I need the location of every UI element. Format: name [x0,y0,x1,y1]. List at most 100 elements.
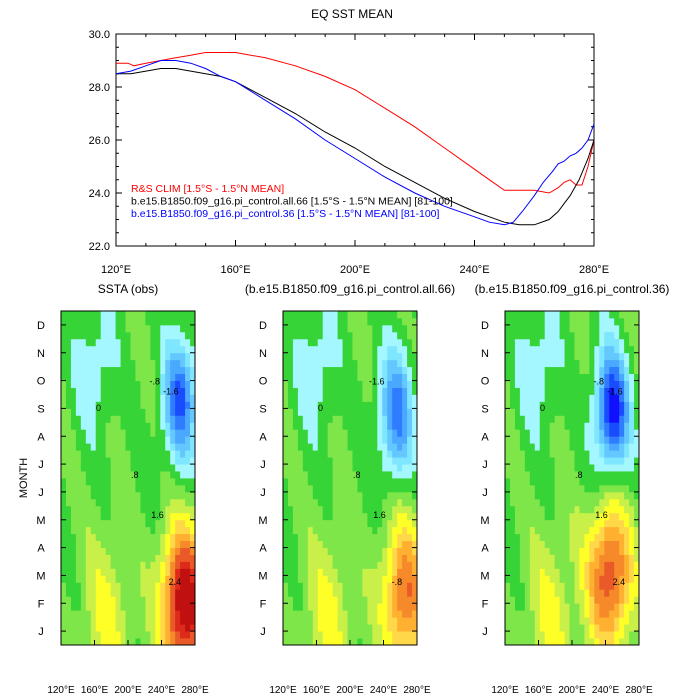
heatmap-cell [382,331,388,340]
heatmap-cell [332,638,338,646]
heatmap-cell [357,526,363,535]
heatmap-cell [185,484,191,493]
heatmap-cell [65,345,72,354]
heatmap-cell [180,596,186,604]
heatmap-cell [297,373,304,381]
heatmap-cell [347,554,353,562]
heatmap-cell [150,380,156,388]
heatmap-cell [509,505,516,514]
heatmap-cell [292,450,299,458]
month-tick-label: O [37,376,46,388]
heatmap-cell [327,317,334,326]
heatmap-cell [61,638,67,646]
heatmap-cell [100,359,107,368]
heatmap-cell [165,429,171,437]
heatmap-cell [569,380,575,388]
heatmap-cell [105,338,112,347]
month-tick-label: N [259,348,267,360]
heatmap-cell [554,540,560,548]
heatmap-cell [629,582,635,590]
heatmap-cell [130,519,136,528]
heatmap-cell [85,582,92,590]
heatmap-cell [165,596,171,604]
heatmap-cell [312,345,319,354]
heatmap-cell [110,526,116,535]
heatmap-cell [534,450,541,458]
heatmap-cell [135,408,141,416]
heatmap-cell [90,436,97,444]
heatmap-cell [322,366,329,375]
heatmap-cell [589,638,595,646]
heatmap-cell [332,464,338,472]
heatmap-cell [317,603,324,611]
heatmap-cell [407,596,413,604]
heatmap-cell [135,429,141,437]
heatmap-cell [372,575,378,583]
heatmap-cell [624,568,630,576]
heatmap-cell [307,568,314,576]
heatmap-cell [61,491,67,500]
heatmap-cell [514,589,521,597]
heatmap-cell [145,505,151,514]
heatmap-cell [317,457,324,465]
heatmap-cell [584,352,590,361]
heatmap-cell [382,624,388,632]
heatmap-cell [352,617,358,625]
heatmap-cell [357,324,363,333]
heatmap-cell [619,373,625,381]
heatmap-cell [75,352,82,361]
heatmap-cell [65,373,72,381]
heatmap-cell [609,436,615,444]
heatmap-cell [584,631,590,639]
heatmap-cell [175,366,181,375]
heatmap-cell [283,324,289,333]
heatmap-cell [302,471,309,479]
heatmap-cell [165,638,171,646]
heatmap-cell [347,380,353,388]
heatmap-cell [505,345,511,354]
heatmap-cell [100,373,107,381]
heatmap-cell [337,505,343,514]
heatmap-cell [75,526,82,535]
heatmap-cell [287,394,294,402]
heatmap-cell [61,540,67,548]
heatmap-cell [579,498,585,507]
heatmap-cell [283,554,289,562]
heatmap-cell [61,408,67,416]
heatmap-cell [589,359,595,368]
heatmap-cell [140,394,146,402]
heatmap-cell [579,311,585,319]
heatmap-cell [155,387,161,395]
heatmap-cell [65,638,72,646]
heatmap-cell [312,408,319,416]
heatmap-cell [327,352,334,361]
heatmap-cell [599,471,605,479]
heatmap-cell [382,575,388,583]
heatmap-cell [594,610,600,618]
heatmap-cell [185,324,191,333]
heatmap-cell [589,624,595,632]
heatmap-cell [619,443,625,451]
heatmap-cell [115,631,121,639]
heatmap-cell [165,582,171,590]
heatmap-cell [524,317,531,326]
heatmap-cell [165,484,171,493]
heatmap-cell [61,610,67,618]
heatmap-cell [619,331,625,340]
heatmap-cell [297,568,304,576]
heatmap-cell [135,554,141,562]
heatmap-cell [377,401,383,409]
heatmap-cell [337,561,343,569]
heatmap-cell [283,331,289,340]
heatmap-cell [412,540,418,548]
heatmap-cell [105,484,112,493]
heatmap-cell [387,345,393,354]
heatmap-cell [332,380,338,388]
month-tick-label: M [480,515,489,527]
heatmap-cell [120,457,126,465]
heatmap-cell [529,617,536,625]
heatmap-cell [392,547,398,555]
heatmap-cell [120,631,126,639]
heatmap-cell [125,387,131,395]
heatmap-cell [609,478,615,486]
